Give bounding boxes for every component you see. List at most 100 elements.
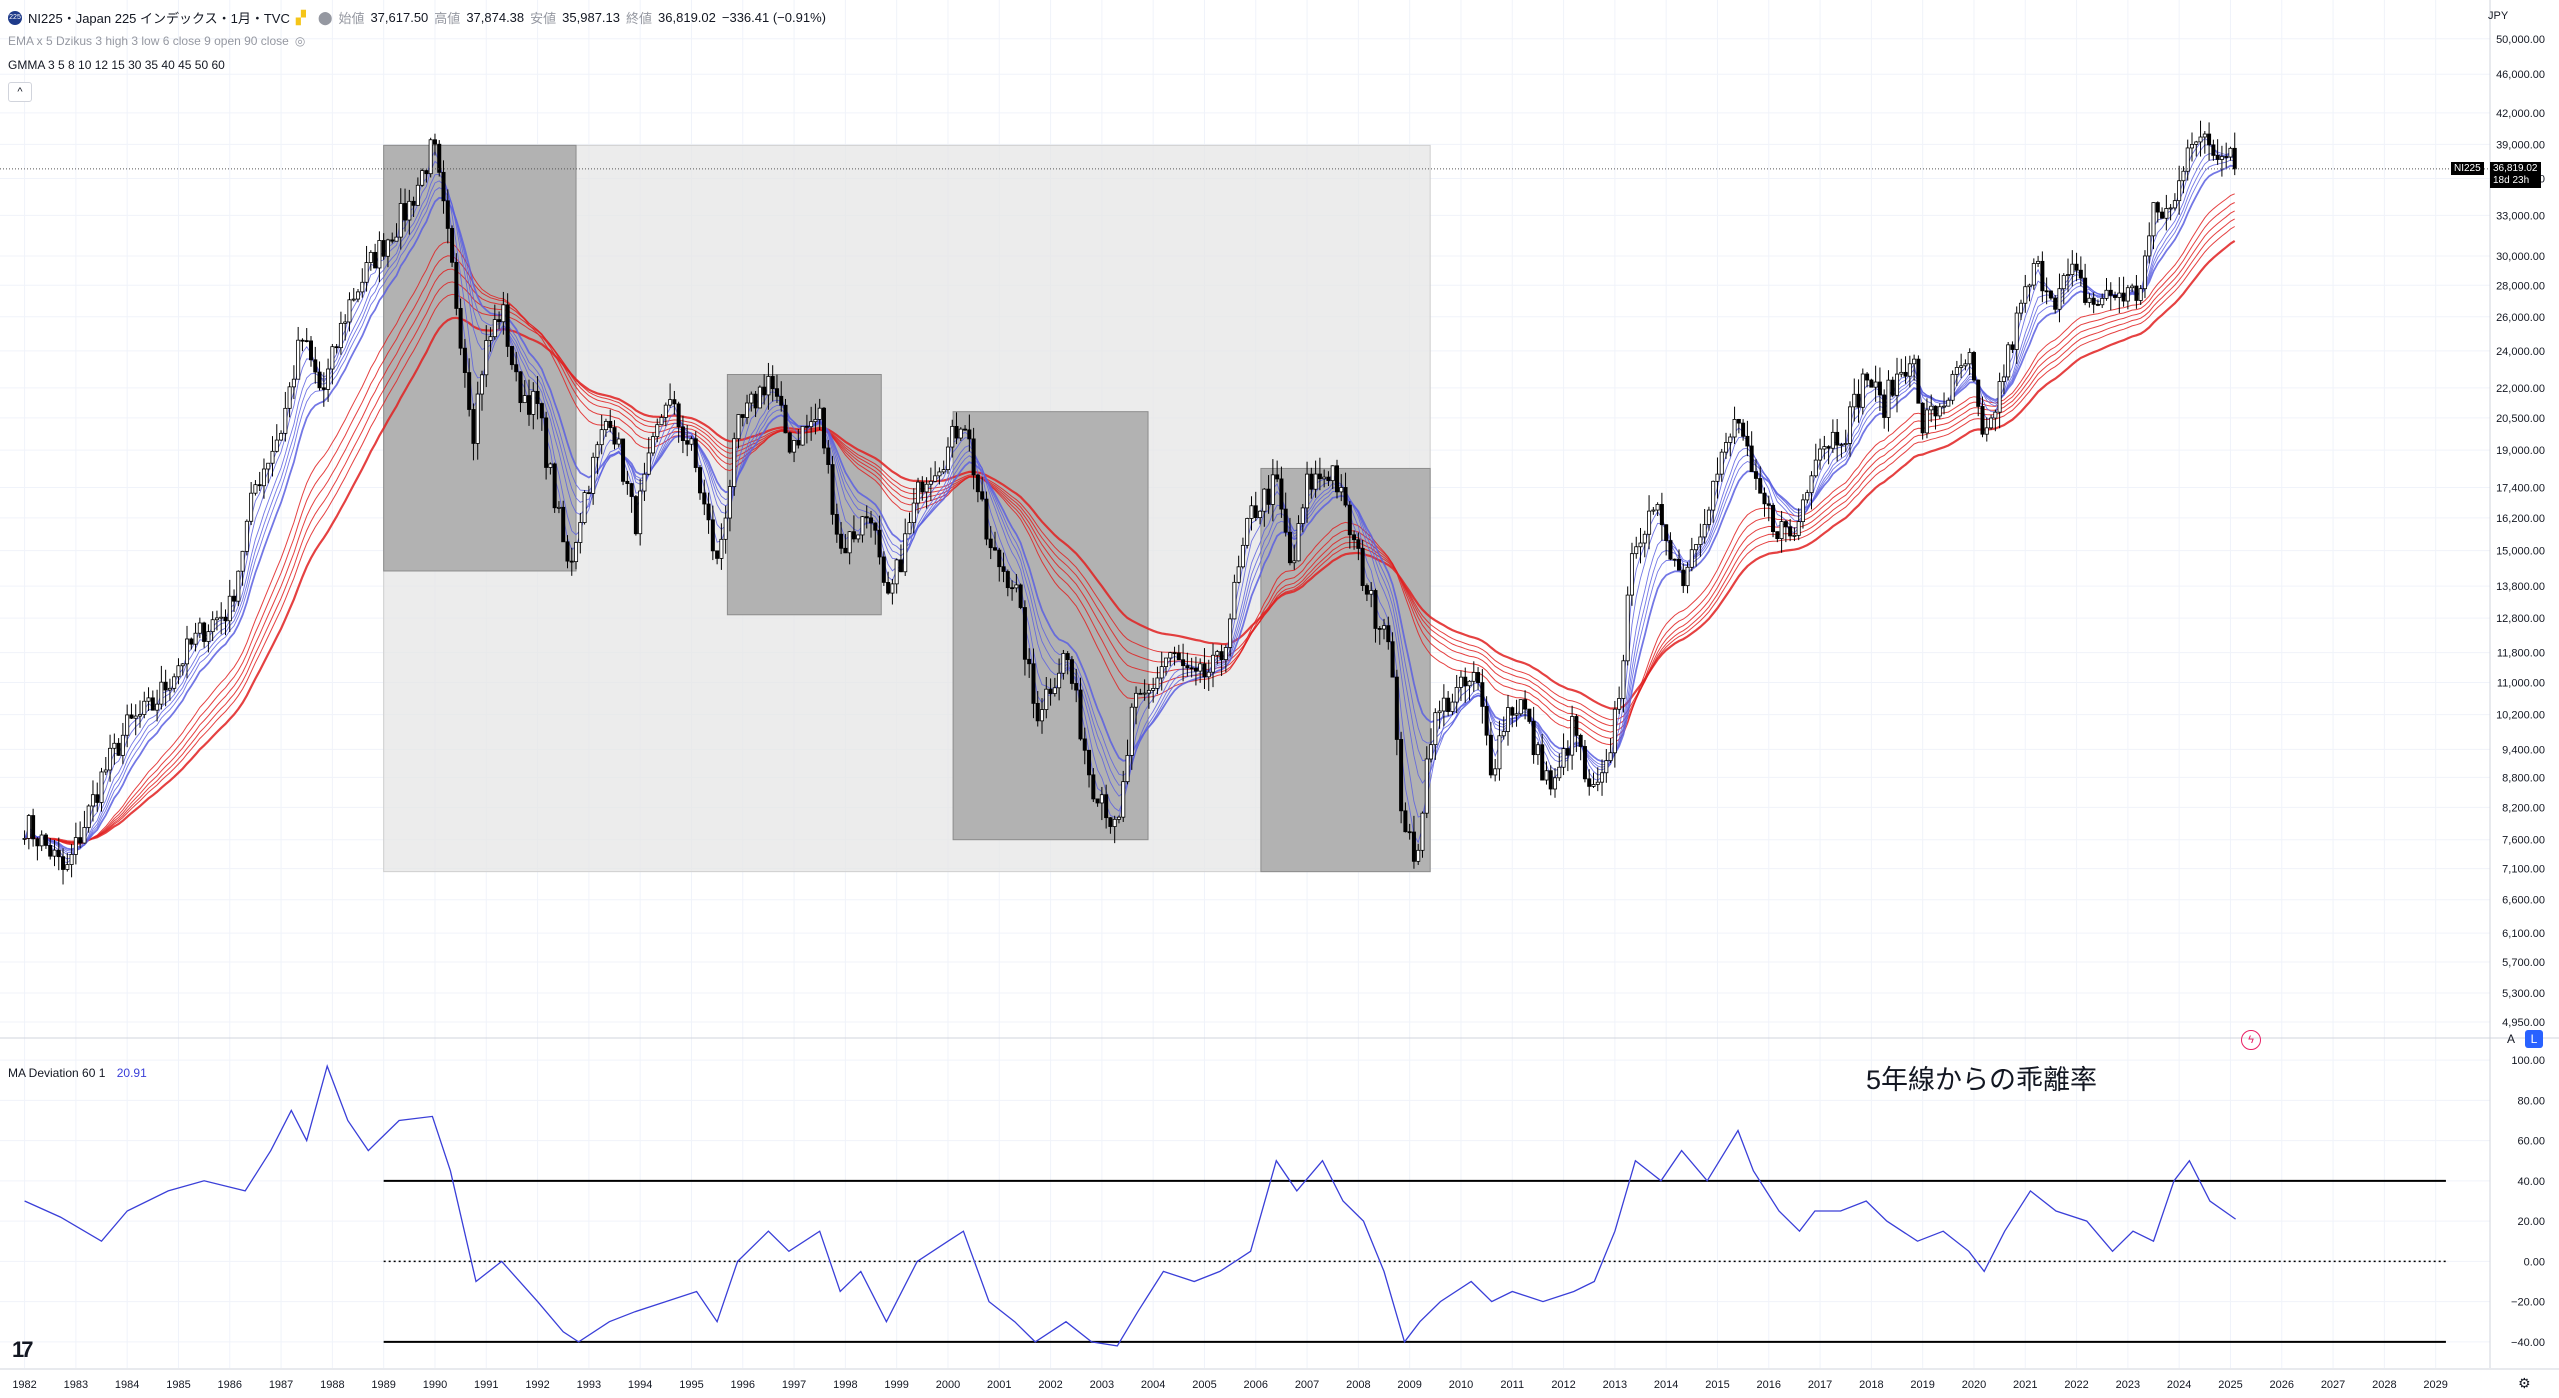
candle-body	[552, 463, 557, 509]
y-tick-label: 5,300.00	[2502, 988, 2545, 1000]
candle-body	[1189, 667, 1194, 670]
range-box	[383, 144, 577, 572]
candle-body	[1352, 534, 1357, 541]
candle-body	[710, 519, 715, 552]
candle-body	[1399, 739, 1404, 812]
gmma-label[interactable]: GMMA 3 5 8 10 12 15 30 35 40 45 50 60	[8, 58, 225, 72]
low-value: 35,987.13	[562, 10, 621, 25]
candle-body	[133, 715, 138, 719]
candle-body	[1724, 442, 1729, 453]
deviation-legend[interactable]: MA Deviation 60 1 20.91	[8, 1066, 147, 1080]
symbol-legend[interactable]: 225 NI225・Japan 225 インデックス・1月・TVC ▞ ⬤ 始値…	[8, 8, 826, 27]
candle-body	[189, 638, 194, 645]
candle-body	[1617, 698, 1622, 710]
last-symbol-badge: NI225	[2451, 161, 2484, 175]
candle-body	[1950, 373, 1955, 401]
candle-body	[1775, 531, 1780, 539]
ema-label[interactable]: EMA x 5 Dzikus 3 high 3 low 6 close 9 op…	[8, 34, 289, 48]
x-tick-label: 1996	[731, 1379, 755, 1391]
candle-body	[762, 386, 767, 396]
candle-body	[2155, 202, 2160, 213]
gmma-legend[interactable]: GMMA 3 5 8 10 12 15 30 35 40 45 50 60	[8, 58, 225, 72]
collapse-legend-button[interactable]: ^	[8, 82, 32, 102]
candle-body	[963, 428, 968, 431]
candle-body	[2177, 180, 2182, 202]
candle-body	[1339, 487, 1344, 493]
candle-body	[1001, 566, 1006, 572]
annotation-text[interactable]: 5年線からの乖離率	[1866, 1065, 2098, 1095]
x-tick-label: 1998	[833, 1379, 857, 1391]
symbol-title[interactable]: NI225・Japan 225 インデックス・1月・TVC	[28, 11, 290, 26]
candle-body	[304, 340, 309, 342]
candle-body	[236, 570, 241, 602]
x-tick-label: 1986	[218, 1379, 242, 1391]
candle-body	[732, 438, 737, 487]
candle-body	[1074, 683, 1079, 691]
candle-body	[1565, 748, 1570, 756]
x-tick-label: 2018	[1859, 1379, 1883, 1391]
candle-body	[1467, 680, 1472, 687]
candle-body	[1334, 465, 1339, 493]
x-tick-label: 2029	[2423, 1379, 2447, 1391]
candle-body	[826, 447, 831, 465]
candle-body	[432, 139, 437, 145]
candle-body	[2027, 284, 2032, 288]
candle-body	[351, 298, 356, 301]
candle-body	[334, 346, 339, 349]
candle-body	[163, 681, 168, 691]
candle-body	[997, 549, 1002, 568]
currency-label[interactable]: JPY	[2488, 10, 2509, 22]
tradingview-logo[interactable]: 17	[12, 1337, 34, 1362]
candle-body	[535, 390, 540, 404]
candle-body	[1317, 473, 1322, 480]
candle-body	[78, 837, 83, 844]
candle-body	[1172, 652, 1177, 655]
candle-body	[2232, 147, 2237, 170]
flag-icon[interactable]: ▞	[295, 9, 306, 25]
log-scale-button[interactable]: L	[2525, 1030, 2543, 1048]
candle-body	[1771, 504, 1776, 533]
x-tick-label: 1985	[166, 1379, 190, 1391]
deviation-label[interactable]: MA Deviation 60 1	[8, 1066, 106, 1080]
candle-body	[1176, 652, 1181, 661]
y-tick-label: 6,600.00	[2502, 895, 2545, 907]
settings-gear-icon[interactable]: ⚙	[2518, 1375, 2531, 1391]
candle-body	[757, 386, 762, 409]
lightning-icon[interactable]: ϟ	[2241, 1030, 2261, 1050]
candle-body	[1570, 716, 1575, 756]
candle-body	[475, 393, 480, 444]
deviation-value: 20.91	[116, 1066, 147, 1080]
candle-body	[1809, 475, 1814, 494]
candle-body	[69, 854, 74, 865]
candle-body	[1993, 411, 1998, 419]
y-tick-label: 11,000.00	[2497, 678, 2545, 690]
candle-body	[1621, 660, 1626, 699]
x-tick-label: 1999	[884, 1379, 908, 1391]
candle-body	[1736, 419, 1741, 424]
candle-body	[591, 456, 596, 494]
candle-body	[1283, 508, 1288, 533]
candle-body	[321, 387, 326, 390]
candle-body	[1689, 549, 1694, 568]
candle-body	[890, 583, 895, 594]
candle-body	[916, 481, 921, 504]
eye-hidden-icon[interactable]: ◎	[294, 34, 306, 48]
candle-body	[740, 414, 745, 418]
candle-body	[428, 139, 433, 175]
candle-body	[1604, 760, 1609, 774]
candle-body	[159, 681, 164, 705]
deviation-y-tick-label: −40.00	[2511, 1337, 2545, 1349]
candle-body	[975, 474, 980, 493]
candle-body	[2207, 133, 2212, 146]
candle-body	[753, 393, 758, 409]
candle-body	[1330, 465, 1335, 482]
auto-scale-button[interactable]: A	[2506, 1032, 2515, 1046]
candle-body	[1082, 738, 1087, 751]
ema-legend[interactable]: EMA x 5 Dzikus 3 high 3 low 6 close 9 op…	[8, 34, 305, 48]
candle-body	[894, 559, 899, 585]
candle-body	[967, 429, 972, 440]
candle-body	[1022, 607, 1027, 660]
candle-body	[608, 420, 613, 428]
candle-body	[1044, 688, 1049, 710]
